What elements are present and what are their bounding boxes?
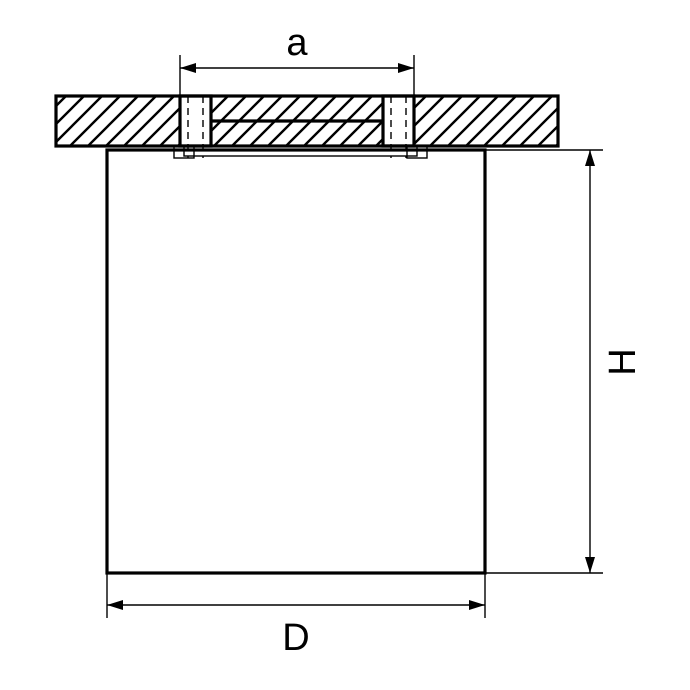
mounting-collar — [174, 146, 427, 158]
dimension-H — [485, 150, 603, 573]
label-H: H — [602, 348, 644, 375]
label-D: D — [282, 617, 309, 659]
label-a: a — [286, 22, 308, 64]
dimension-D — [107, 573, 485, 618]
technical-drawing: a D H — [0, 0, 690, 690]
cylinder-body — [107, 150, 485, 573]
